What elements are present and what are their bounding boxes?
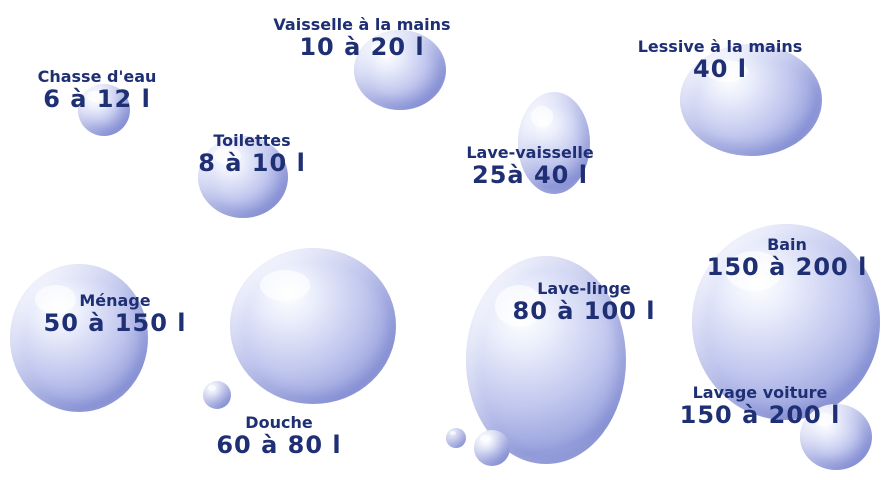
label-lessive-main: Lessive à la mains 40 l	[600, 37, 840, 83]
label-douche: Douche 60 à 80 l	[196, 413, 362, 459]
label-amount: 50 à 150 l	[43, 309, 187, 337]
bubble-toilettes	[198, 136, 288, 218]
bubble-bain	[692, 224, 880, 420]
label-toilettes: Toilettes 8 à 10 l	[182, 131, 322, 177]
label-amount: 40 l	[693, 55, 747, 83]
label-lave-linge: Lave-linge 80 à 100 l	[494, 279, 674, 325]
label-amount: 8 à 10 l	[198, 149, 306, 177]
label-amount: 25à 40 l	[472, 161, 588, 189]
bubble-lave-linge-small	[474, 430, 510, 466]
label-amount: 150 à 200 l	[679, 401, 841, 429]
bubble-lave-vaisselle	[518, 92, 590, 194]
label-name: Lave-vaisselle	[466, 143, 594, 162]
bubble-voiture	[800, 404, 872, 470]
label-name: Toilettes	[213, 131, 291, 150]
label-lave-vaisselle: Lave-vaisselle 25à 40 l	[440, 143, 620, 189]
bubble-vaisselle	[354, 30, 446, 110]
label-chasse-deau: Chasse d'eau 6 à 12 l	[22, 67, 172, 113]
bubble-douche-small	[203, 381, 231, 409]
label-amount: 80 à 100 l	[512, 297, 656, 325]
label-amount: 6 à 12 l	[43, 85, 151, 113]
label-name: Lave-linge	[537, 279, 631, 298]
bubble-lave-linge	[466, 256, 626, 464]
label-name: Bain	[767, 235, 807, 254]
label-name: Ménage	[79, 291, 151, 310]
bubble-menage	[10, 264, 148, 412]
bubble-lessive	[680, 44, 822, 156]
bubble-lave-linge-tiny	[446, 428, 466, 448]
label-name: Vaisselle à la mains	[273, 15, 451, 34]
bubble-douche	[230, 248, 396, 404]
label-bain: Bain 150 à 200 l	[694, 235, 880, 281]
label-amount: 10 à 20 l	[299, 33, 425, 61]
label-lavage-voiture: Lavage voiture 150 à 200 l	[660, 383, 860, 429]
label-name: Chasse d'eau	[37, 67, 157, 86]
label-name: Douche	[245, 413, 313, 432]
bubble-chasse	[78, 84, 130, 136]
label-amount: 60 à 80 l	[216, 431, 342, 459]
label-amount: 150 à 200 l	[706, 253, 868, 281]
label-name: Lessive à la mains	[637, 37, 803, 56]
label-vaisselle-main: Vaisselle à la mains 10 à 20 l	[236, 15, 488, 61]
label-menage: Ménage 50 à 150 l	[20, 291, 210, 337]
label-name: Lavage voiture	[692, 383, 828, 402]
